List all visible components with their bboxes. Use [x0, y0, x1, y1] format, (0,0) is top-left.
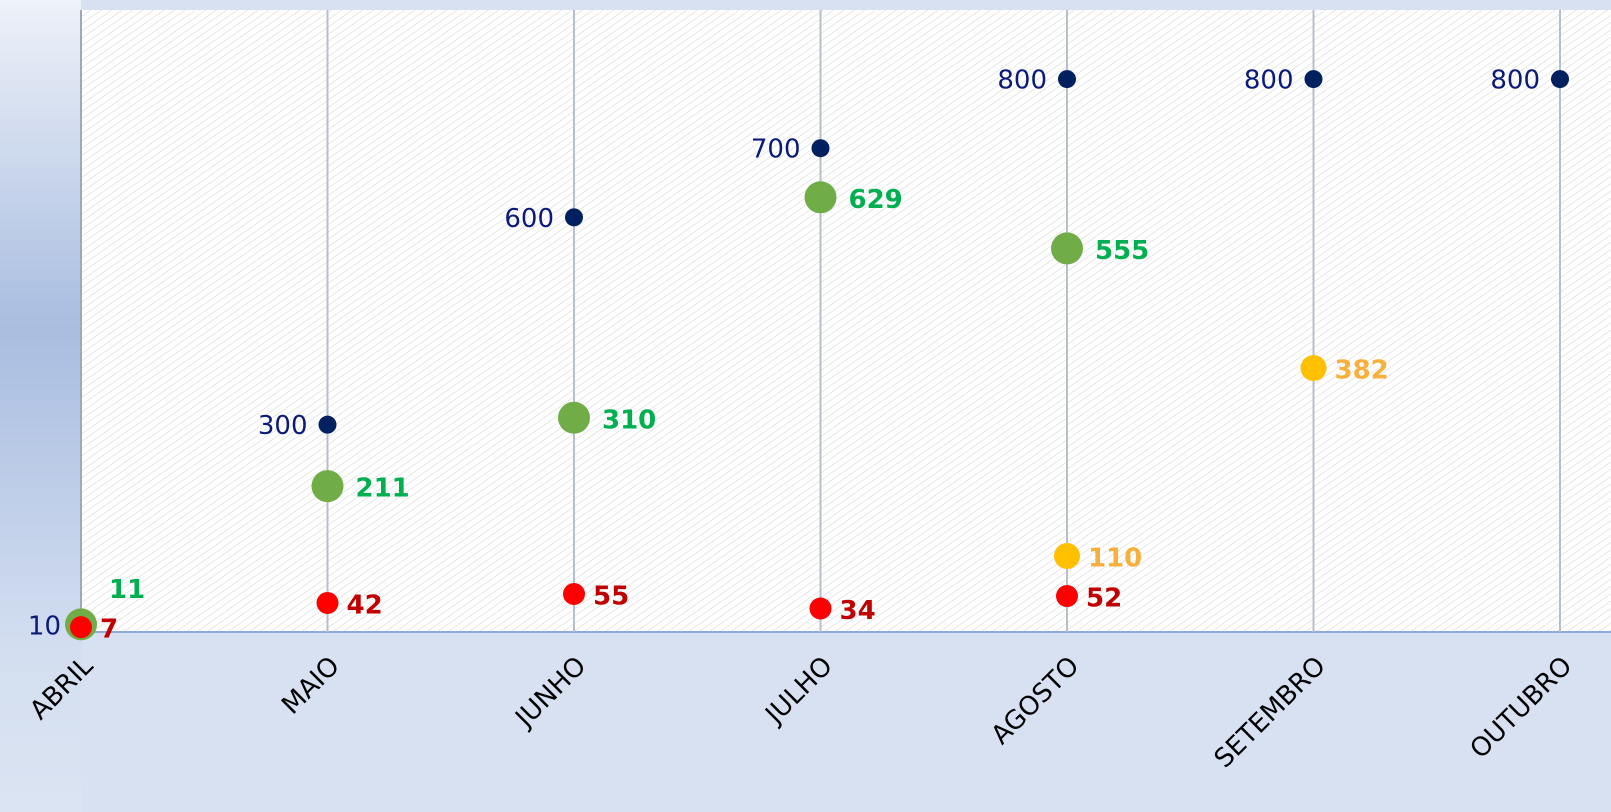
value-label: 11 — [109, 575, 145, 605]
dot — [318, 415, 337, 434]
dot — [563, 582, 585, 605]
dot — [311, 470, 344, 503]
value-label: 211 — [356, 474, 410, 504]
dot — [316, 591, 339, 614]
value-label: 629 — [849, 185, 903, 215]
value-label: 55 — [593, 581, 629, 611]
value-label: 800 — [1244, 66, 1294, 96]
dot — [1056, 585, 1078, 608]
dot — [811, 139, 830, 158]
plot-area — [81, 10, 1611, 632]
dot — [1551, 70, 1569, 89]
dot — [1304, 70, 1323, 89]
value-label: 800 — [997, 66, 1047, 96]
value-label: 600 — [504, 204, 554, 234]
background-strip — [0, 0, 81, 812]
dot — [1054, 542, 1080, 569]
dot — [558, 401, 590, 434]
dot — [804, 181, 837, 214]
value-label: 110 — [1088, 543, 1142, 573]
dot — [70, 616, 92, 639]
dot — [565, 208, 583, 227]
dot — [1058, 70, 1076, 89]
dot — [809, 597, 832, 620]
value-label: 700 — [751, 135, 801, 165]
value-label: 310 — [602, 405, 656, 435]
value-label: 300 — [258, 411, 308, 441]
value-label: 800 — [1490, 66, 1540, 96]
value-label: 34 — [840, 596, 876, 626]
value-label: 555 — [1095, 236, 1149, 266]
value-label: 7 — [100, 615, 118, 645]
dot — [1300, 354, 1327, 381]
value-label: 10 — [28, 612, 61, 642]
value-label: 42 — [347, 590, 383, 620]
dot — [1051, 232, 1083, 265]
value-label: 52 — [1086, 584, 1122, 614]
value-label: 382 — [1335, 355, 1389, 385]
